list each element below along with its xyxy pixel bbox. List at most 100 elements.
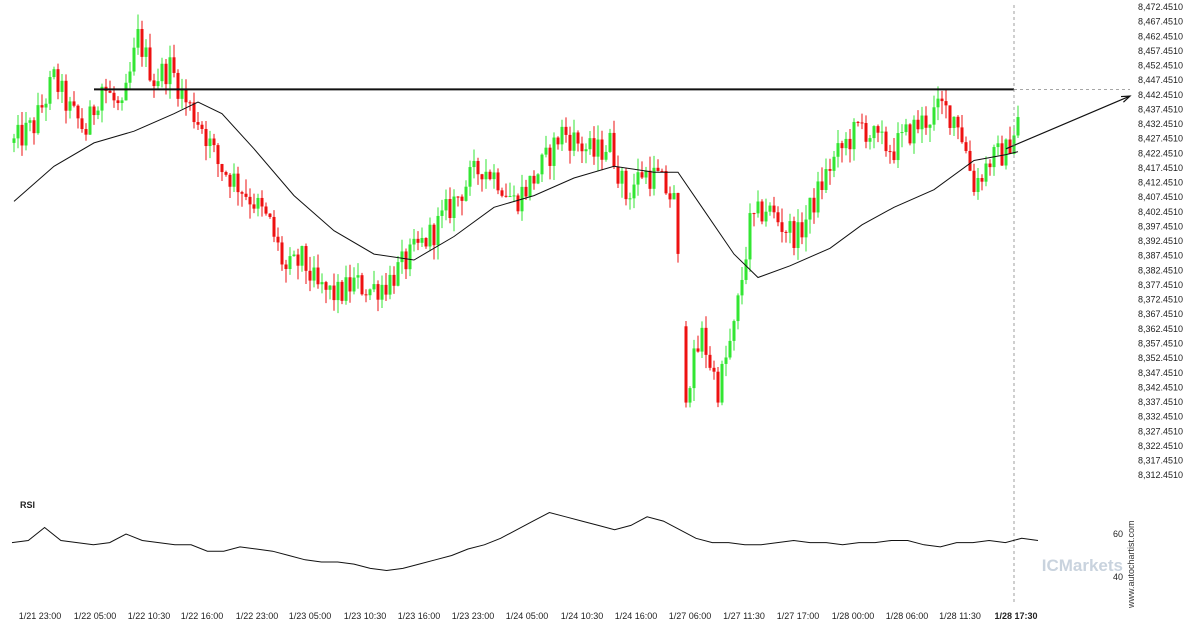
y-tick-label: 8,372.4510 <box>1138 295 1183 305</box>
candle-up <box>208 138 212 147</box>
candle-up <box>48 77 52 104</box>
candle-up <box>328 285 332 290</box>
y-tick-label: 8,367.4510 <box>1138 309 1183 319</box>
candle-up <box>604 151 608 160</box>
rsi-tick-label: 60 <box>1113 529 1123 539</box>
candle-down <box>828 169 832 171</box>
candle-down <box>780 222 784 232</box>
candle-down <box>200 124 204 129</box>
y-tick-label: 8,327.4510 <box>1138 426 1183 436</box>
candle-down <box>668 193 672 200</box>
candle-down <box>116 100 120 104</box>
candle-down <box>524 186 528 197</box>
candle-up <box>584 149 588 152</box>
candle-down <box>760 201 764 222</box>
candle-up <box>372 284 376 290</box>
candle-up <box>24 122 28 146</box>
candle-up <box>160 63 164 82</box>
candle-up <box>652 167 656 189</box>
y-tick-label: 8,407.4510 <box>1138 192 1183 202</box>
candle-up <box>12 138 16 143</box>
candle-up <box>540 154 544 175</box>
candle-down <box>840 143 844 149</box>
candle-down <box>276 236 280 243</box>
candle-down <box>64 80 68 111</box>
candle-down <box>92 106 96 116</box>
candle-down <box>296 254 300 266</box>
x-tick-label: 1/21 23:00 <box>19 611 62 621</box>
candle-down <box>184 88 188 103</box>
candle-up <box>60 80 64 92</box>
candle-up <box>352 277 356 292</box>
candle-up <box>692 348 696 389</box>
candle-down <box>332 285 336 301</box>
candle-down <box>964 142 968 151</box>
candle-up <box>452 196 456 219</box>
candle-down <box>564 126 568 135</box>
x-tick-label: 1/24 16:00 <box>615 611 658 621</box>
y-tick-label: 8,422.4510 <box>1138 148 1183 158</box>
candle-down <box>496 172 500 191</box>
candle-up <box>796 222 800 248</box>
candle-down <box>924 115 928 128</box>
candle-down <box>792 221 796 248</box>
candle-down <box>164 63 168 85</box>
candle-down <box>876 126 880 133</box>
candle-up <box>508 196 512 198</box>
candle-up <box>156 81 160 87</box>
y-tick-label: 8,457.4510 <box>1138 46 1183 56</box>
candle-down <box>516 195 520 212</box>
candle-down <box>504 195 508 197</box>
watermark: www.autochartist.com ICMarkets <box>1042 520 1136 609</box>
candle-down <box>416 238 420 243</box>
y-tick-label: 8,352.4510 <box>1138 353 1183 363</box>
candle-down <box>364 294 368 296</box>
candle-up <box>804 219 808 238</box>
y-tick-label: 8,412.4510 <box>1138 178 1183 188</box>
candle-up <box>872 126 876 139</box>
candle-up <box>288 256 292 270</box>
x-tick-label: 1/27 06:00 <box>669 611 712 621</box>
candle-up <box>1004 139 1008 166</box>
candle-up <box>492 172 496 180</box>
candle-up <box>572 132 576 151</box>
candle-up <box>816 181 820 213</box>
y-tick-label: 8,437.4510 <box>1138 104 1183 114</box>
candle-up <box>996 143 1000 148</box>
candle-up <box>96 110 100 116</box>
candle-down <box>648 170 652 189</box>
candle-up <box>720 363 724 403</box>
candle-down <box>240 192 244 194</box>
x-tick-label: 1/23 05:00 <box>289 611 332 621</box>
candle-up <box>356 275 360 278</box>
y-tick-label: 8,312.4510 <box>1138 470 1183 480</box>
candle-up <box>472 161 476 168</box>
candle-up <box>68 101 72 111</box>
candle-down <box>72 101 76 106</box>
y-tick-label: 8,342.4510 <box>1138 382 1183 392</box>
candle-up <box>100 86 104 111</box>
lines-layer <box>13 5 1132 605</box>
candle-down <box>856 121 860 123</box>
candle-down <box>580 143 584 152</box>
candle-down <box>676 192 680 254</box>
candle-down <box>772 205 776 213</box>
candle-up <box>936 98 940 108</box>
candle-down <box>212 138 216 146</box>
candle-down <box>888 151 892 153</box>
candle-down <box>784 231 788 233</box>
x-tick-label: 1/22 05:00 <box>74 611 117 621</box>
candle-down <box>656 167 660 171</box>
candle-down <box>624 170 628 200</box>
candle-up <box>824 169 828 190</box>
candle-up <box>744 259 748 280</box>
candle-down <box>76 105 80 119</box>
candle-up <box>932 107 936 125</box>
candle-up <box>380 284 384 300</box>
y-tick-label: 8,472.4510 <box>1138 2 1183 12</box>
y-tick-label: 8,452.4510 <box>1138 61 1183 71</box>
candle-down <box>424 237 428 247</box>
candle-down <box>84 129 88 135</box>
candle-down <box>972 170 976 192</box>
